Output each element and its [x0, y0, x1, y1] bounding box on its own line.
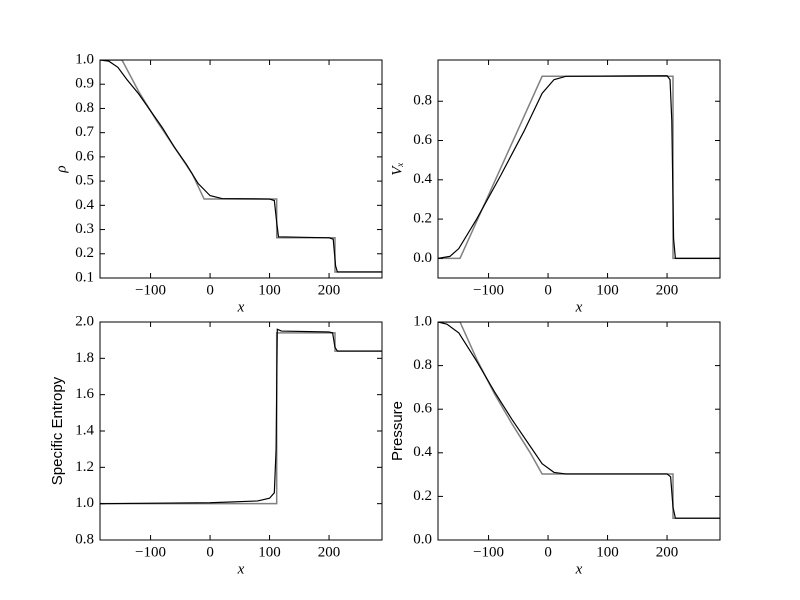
x-tick-label: 200: [318, 544, 341, 560]
y-tick-label: 0.2: [413, 211, 432, 227]
series-line: [100, 60, 382, 273]
y-tick-label: 0.8: [413, 93, 432, 109]
y-tick-label: 0.6: [75, 148, 94, 164]
x-tick-label: 100: [596, 282, 619, 298]
y-tick-label: 0.2: [413, 488, 432, 504]
y-tick-label: 0.0: [413, 250, 432, 266]
x-tick-label: −100: [135, 544, 166, 560]
y-axis-label: Pressure: [389, 401, 406, 461]
x-tick-label: 100: [258, 282, 281, 298]
x-axis-label: x: [575, 299, 583, 315]
y-tick-label: 0.3: [75, 221, 94, 237]
plot-frame: [99, 321, 383, 541]
x-tick-label: 200: [656, 282, 679, 298]
panel: −100 0 100 200 0.0 0.2 0.4 0.6 0.8 x Vₓ: [389, 59, 721, 315]
series-line: [100, 60, 382, 273]
y-tick-label: 0.0: [413, 531, 432, 547]
y-tick-label: 0.7: [75, 124, 94, 140]
panel: −100 0 100 200 0.1 0.2 0.3 0.4 0.5 0.6 0.7 0.8 0.9 1.…: [53, 51, 383, 315]
y-axis-label: Specific Entropy: [49, 376, 66, 485]
x-tick-label: 200: [318, 282, 341, 298]
y-tick-label: 0.5: [75, 173, 94, 189]
y-tick-label: 0.4: [413, 171, 432, 187]
x-axis-label: x: [575, 561, 583, 577]
x-tick-label: 0: [544, 544, 552, 560]
x-tick-label: −100: [473, 282, 504, 298]
x-tick-label: 100: [258, 544, 281, 560]
series-line: [438, 322, 720, 519]
y-tick-label: 0.6: [413, 401, 432, 417]
plot-frame: [437, 59, 721, 279]
panel: −100 0 100 200 0.8 1.0 1.2 1.4 1.6 1.8 2.0 x Specifi…: [49, 313, 383, 577]
x-tick-label: −100: [135, 282, 166, 298]
y-tick-label: 0.2: [75, 245, 94, 261]
y-tick-label: 0.4: [413, 444, 432, 460]
series-line: [438, 75, 720, 259]
plot-frame: [437, 321, 721, 541]
y-tick-label: 0.9: [75, 76, 94, 92]
y-tick-label: 0.6: [413, 132, 432, 148]
x-axis-label: x: [237, 561, 245, 577]
x-tick-label: 0: [544, 282, 552, 298]
plot-frame: [99, 59, 383, 279]
y-tick-label: 1.6: [75, 386, 94, 402]
series-line: [100, 328, 382, 505]
x-axis-label: x: [237, 299, 245, 315]
x-tick-label: 100: [596, 544, 619, 560]
y-tick-label: 2.0: [75, 313, 94, 329]
y-tick-label: 1.4: [75, 422, 94, 438]
series-line: [438, 322, 720, 519]
y-tick-label: 0.4: [75, 197, 94, 213]
x-tick-label: 200: [656, 544, 679, 560]
x-tick-label: 0: [206, 544, 214, 560]
y-tick-label: 0.8: [75, 100, 94, 116]
y-tick-label: 1.2: [75, 459, 94, 475]
y-tick-label: 1.8: [75, 350, 94, 366]
y-tick-label: 0.8: [75, 531, 94, 547]
y-tick-label: 1.0: [413, 313, 432, 329]
y-tick-label: 1.0: [75, 51, 94, 67]
y-tick-label: 0.8: [413, 357, 432, 373]
panel: −100 0 100 200 0.0 0.2 0.4 0.6 0.8 1.0 x Pressure: [389, 313, 721, 577]
y-axis-label: ρ: [53, 165, 69, 173]
series-line: [438, 75, 720, 260]
y-tick-label: 0.1: [75, 269, 94, 285]
y-tick-label: 1.0: [75, 495, 94, 511]
series-line: [100, 332, 382, 505]
x-tick-label: 0: [206, 282, 214, 298]
y-axis-label: Vₓ: [389, 162, 405, 175]
x-tick-label: −100: [473, 544, 504, 560]
